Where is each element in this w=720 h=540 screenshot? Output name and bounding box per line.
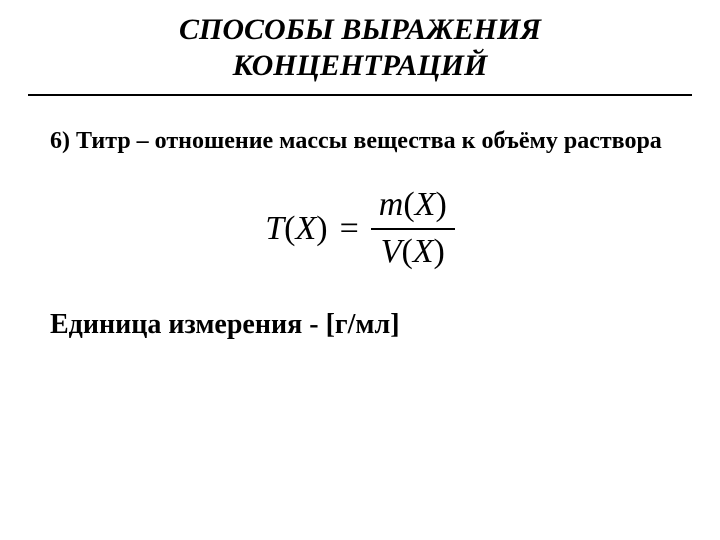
- definition-text: 6) Титр – отношение массы вещества к объ…: [50, 126, 670, 157]
- fraction-denominator: V(X): [373, 230, 453, 273]
- equation: T(X) = m(X) V(X): [265, 185, 455, 273]
- title-line-1: СПОСОБЫ ВЫРАЖЕНИЯ: [179, 13, 541, 46]
- formula-lhs: T(X): [265, 210, 327, 248]
- slide-title: СПОСОБЫ ВЫРАЖЕНИЯ КОНЦЕНТРАЦИЙ: [0, 0, 720, 84]
- num-close-paren: ): [435, 186, 446, 223]
- lhs-close-paren: ): [316, 210, 327, 247]
- equals-sign: =: [340, 210, 359, 248]
- denominator-argument: X: [413, 233, 434, 270]
- lhs-function: T: [265, 210, 284, 247]
- den-close-paren: ): [434, 233, 445, 270]
- slide-page: СПОСОБЫ ВЫРАЖЕНИЯ КОНЦЕНТРАЦИЙ 6) Титр –…: [0, 0, 720, 540]
- title-line-2: КОНЦЕНТРАЦИЙ: [233, 49, 488, 82]
- lhs-argument: X: [295, 210, 316, 247]
- den-open-paren: (: [401, 233, 412, 270]
- denominator-function: V: [381, 233, 402, 270]
- numerator-argument: X: [415, 186, 436, 223]
- fraction-numerator: m(X): [371, 185, 455, 228]
- numerator-function: m: [379, 186, 404, 223]
- unit-value: [г/мл]: [326, 309, 400, 340]
- formula: T(X) = m(X) V(X): [50, 185, 670, 273]
- slide-body: 6) Титр – отношение массы вещества к объ…: [0, 96, 720, 341]
- lhs-open-paren: (: [284, 210, 295, 247]
- formula-fraction: m(X) V(X): [371, 185, 455, 273]
- unit-label: Единица измерения -: [50, 309, 326, 340]
- num-open-paren: (: [403, 186, 414, 223]
- unit-line: Единица измерения - [г/мл]: [50, 309, 670, 341]
